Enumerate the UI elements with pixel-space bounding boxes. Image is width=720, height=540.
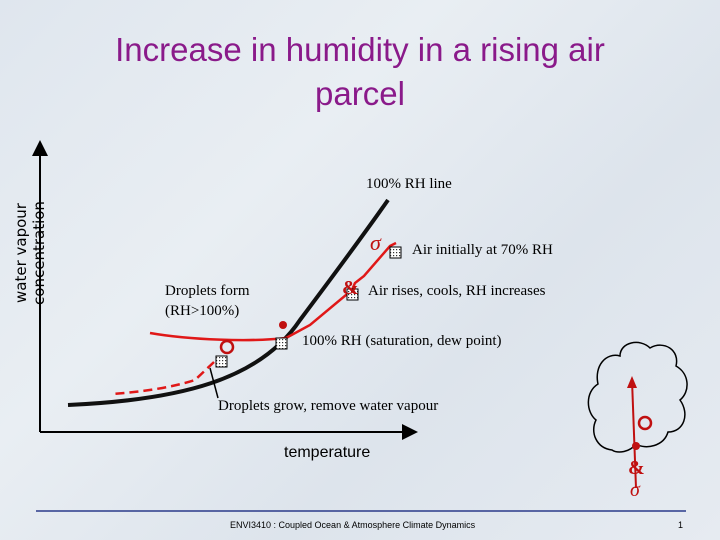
parcel-path-lower [149,331,287,342]
cloud-droplet-ring [637,415,653,431]
parcel-box-droplets [215,355,228,368]
cloud-saturation-dot [632,442,640,450]
parcel-path-upper [285,241,397,340]
droplets-form-label-1: Droplets form [165,283,250,299]
parcel-path-dashed [111,361,215,396]
page-number: 1 [678,520,684,530]
cloud-arrow-head [627,376,637,388]
cloud-outline [587,341,688,453]
cloud-arrow-line [631,379,637,489]
vapour-symbol-1: σ [370,230,382,255]
parcel-box-initial [389,246,402,259]
cloud-vapour-symbol-2: σ [630,479,641,501]
rises-label: Air rises, cools, RH increases [368,283,546,299]
droplets-grow-label: Droplets grow, remove water vapour [218,398,439,414]
saturation-label: 100% RH (saturation, dew point) [302,333,502,349]
footer-text: ENVI3410 : Coupled Ocean & Atmosphere Cl… [230,520,476,530]
droplets-grow-arrow [209,367,219,399]
rh-line-label: 100% RH line [366,176,452,192]
slide-title: Increase in humidity in a rising air par… [40,28,680,116]
saturation-dot [279,321,287,329]
x-axis-label: temperature [284,444,371,461]
vapour-symbol-2: & [342,277,359,299]
title-line-1: Increase in humidity in a rising air [115,31,605,68]
parcel-box-rising [346,288,359,301]
droplet-ring [219,339,235,355]
parcel-box-saturation [275,337,288,350]
cloud-vapour-symbol-1: & [628,457,645,479]
title-line-2: parcel [315,75,405,112]
initial-label: Air initially at 70% RH [412,242,553,258]
saturation-curve [67,198,390,407]
droplets-form-label-2: (RH>100%) [165,303,240,319]
